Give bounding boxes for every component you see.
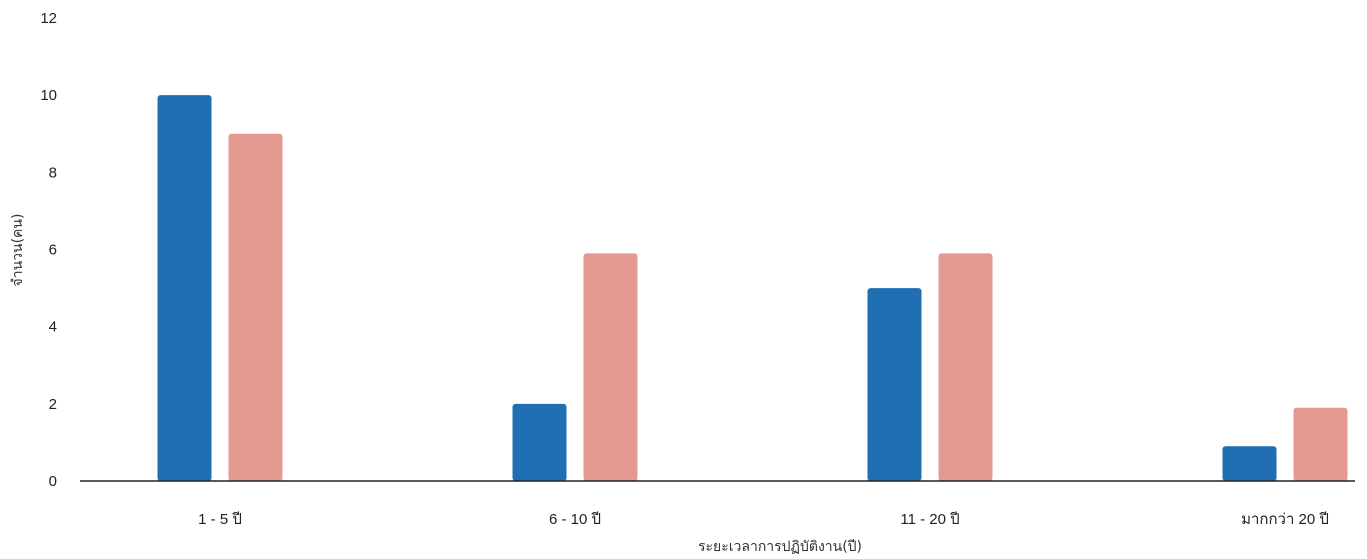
bars [157, 95, 1348, 482]
x-tick-label: มากกว่า 20 ปี [1241, 511, 1329, 528]
x-tick-label: 1 - 5 ปี [198, 511, 242, 528]
bar-series-1-3 [867, 288, 922, 481]
y-tick-label: 10 [40, 87, 57, 104]
bar-series-2-2 [583, 253, 638, 481]
y-tick-label: 4 [49, 319, 57, 336]
bar-series-1-4 [1222, 446, 1277, 481]
y-tick-label: 2 [49, 396, 57, 413]
bar-series-2-3 [938, 253, 993, 481]
bar-series-1-1 [157, 95, 212, 482]
y-tick-label: 6 [49, 242, 57, 259]
x-tick-label: 6 - 10 ปี [549, 511, 601, 528]
bar-series-2-4 [1293, 407, 1348, 481]
y-tick-label: 8 [49, 164, 57, 181]
bar-series-1-2 [512, 403, 567, 481]
y-axis-ticks: 0 2 4 6 8 10 12 [40, 10, 57, 490]
x-axis-title: ระยะเวลาการปฏิบัติงาน(ปี) [698, 539, 862, 555]
y-tick-label: 12 [40, 10, 57, 27]
bar-series-2-1 [228, 133, 283, 481]
x-axis-ticks: 1 - 5 ปี 6 - 10 ปี 11 - 20 ปี มากกว่า 20 ปี [198, 511, 1329, 528]
y-axis-title: จำนวน(คน) [10, 214, 26, 287]
x-tick-label: 11 - 20 ปี [900, 511, 959, 528]
y-tick-label: 0 [49, 473, 57, 490]
